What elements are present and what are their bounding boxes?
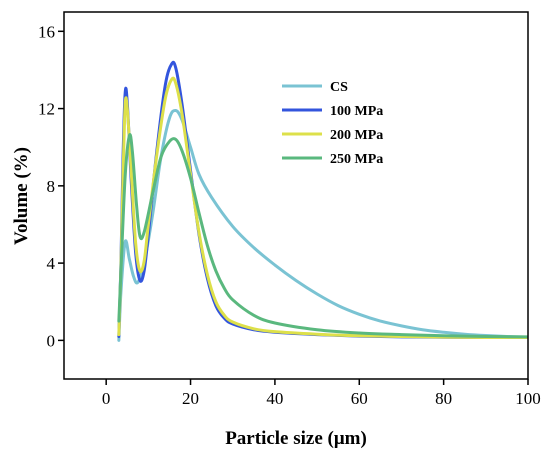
legend-label-1: 100 MPa xyxy=(330,104,383,119)
legend-label-3: 250 MPa xyxy=(330,152,383,167)
plot-frame xyxy=(63,11,529,380)
x-tick-label: 0 xyxy=(102,389,111,408)
series-line-3 xyxy=(117,133,528,339)
x-axis-ticks: 0 20 40 60 80 100 xyxy=(102,379,541,408)
legend-label-2: 200 MPa xyxy=(330,128,383,143)
series-line-2 xyxy=(117,76,528,340)
legend-label-0: CS xyxy=(330,80,348,95)
legend: CS 100 MPa 200 MPa 250 MPa xyxy=(282,80,383,167)
x-axis-title: Particle size (μm) xyxy=(225,428,367,449)
x-tick-label: 60 xyxy=(351,389,368,408)
x-tick-label: 40 xyxy=(266,389,283,408)
y-tick-label: 8 xyxy=(47,177,56,196)
series-line-0 xyxy=(117,108,528,342)
y-tick-label: 12 xyxy=(38,100,55,119)
x-tick-label: 100 xyxy=(515,389,541,408)
series-layer xyxy=(117,60,528,342)
y-axis-title: Volume (%) xyxy=(11,147,32,245)
x-tick-label: 20 xyxy=(182,389,199,408)
y-tick-label: 16 xyxy=(38,22,55,41)
y-tick-label: 4 xyxy=(47,254,56,273)
y-tick-label: 0 xyxy=(47,331,56,350)
x-tick-label: 80 xyxy=(435,389,452,408)
y-axis-ticks: 0 4 8 12 16 xyxy=(38,22,64,350)
